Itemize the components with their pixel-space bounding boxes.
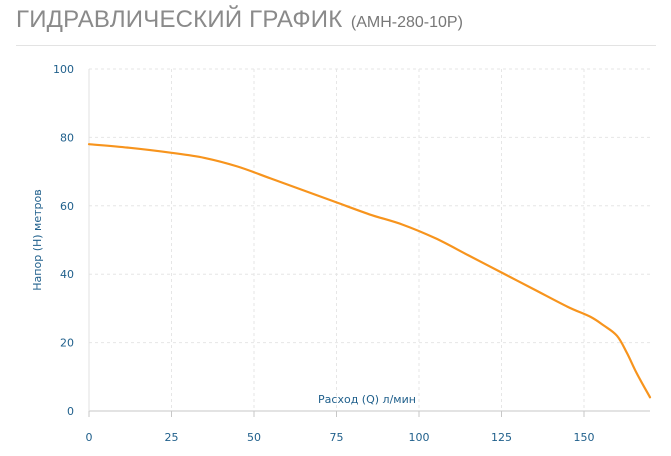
title-divider	[16, 45, 656, 46]
x-tick-label: 125	[491, 431, 512, 444]
x-tick-label: 100	[409, 431, 430, 444]
y-axis-label: Напор (Н) метров	[31, 189, 44, 290]
y-tick-label: 40	[60, 268, 74, 281]
x-tick-label: 25	[165, 431, 179, 444]
y-tick-label: 0	[67, 405, 74, 418]
x-tick-label: 0	[86, 431, 93, 444]
y-tick-label: 60	[60, 200, 74, 213]
chart-header: ГИДРАВЛИЧЕСКИЙ ГРАФИК (АМН-280-10Р)	[16, 6, 463, 34]
chart-subtitle: (АМН-280-10Р)	[350, 14, 463, 31]
y-tick-label: 100	[53, 63, 74, 76]
grid	[89, 68, 650, 412]
x-tick-label: 50	[247, 431, 261, 444]
x-tick-label: 75	[330, 431, 344, 444]
y-tick-label: 80	[60, 131, 74, 144]
x-axis-label: Расход (Q) л/мин	[318, 393, 416, 406]
series-line	[87, 143, 652, 399]
axes: 0 20 40 60 80 100 0 25 50 75 100 125 150	[53, 63, 650, 444]
chart-title: ГИДРАВЛИЧЕСКИЙ ГРАФИК	[16, 6, 343, 33]
x-tick-label: 150	[574, 431, 595, 444]
series-layer	[87, 143, 652, 399]
y-tick-label: 20	[60, 337, 74, 350]
